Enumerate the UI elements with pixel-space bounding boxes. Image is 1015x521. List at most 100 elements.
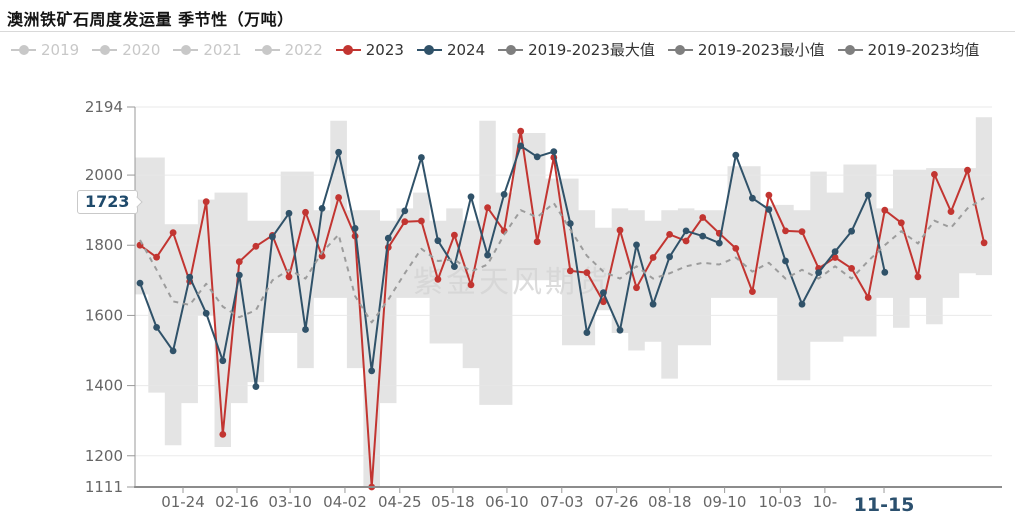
data-point-2023: [418, 217, 425, 225]
x-axis-label: 04-25: [378, 493, 422, 511]
legend-item-2024[interactable]: 2024: [416, 40, 486, 59]
legend-label: 2019: [41, 40, 80, 59]
legend-item-2019[interactable]: 2019: [11, 41, 79, 59]
y-axis-label: 2194: [85, 98, 123, 116]
data-point-2024: [219, 357, 227, 365]
legend-marker-icon: [11, 48, 36, 51]
data-point-2024: [715, 239, 723, 247]
data-point-2023: [848, 265, 855, 272]
data-point-2023: [980, 239, 988, 247]
data-point-2024: [848, 227, 855, 235]
legend-marker-icon: [837, 48, 863, 51]
data-point-2024: [815, 269, 822, 276]
data-point-2023: [252, 242, 260, 250]
legend-item-2019-2023最小值[interactable]: 2019-2023最小值: [667, 39, 825, 60]
data-point-2023: [931, 171, 938, 178]
data-point-2023: [484, 204, 491, 212]
legend-marker-icon: [416, 48, 442, 51]
data-point-2023: [302, 208, 309, 216]
chart-area: 紫金天风期货 2194 2000 1800 1600 1400 1200 1111 01-24 0…: [0, 70, 1015, 521]
x-axis-label: 07-26: [595, 493, 639, 511]
data-point-2024: [732, 151, 740, 159]
series-line-2023: [139, 130, 986, 488]
data-point-2023: [169, 229, 177, 237]
legend-marker-icon: [498, 48, 524, 51]
data-point-2024: [368, 367, 376, 375]
x-axis-label: 04-02: [323, 493, 367, 511]
y-axis-label: 1800: [85, 236, 123, 254]
data-point-2023: [153, 253, 161, 261]
x-axis-label: 03-10: [268, 493, 312, 511]
data-point-2024: [798, 300, 806, 308]
data-point-2023: [517, 127, 525, 135]
data-point-2023: [202, 198, 210, 206]
data-point-2024: [434, 237, 442, 245]
data-point-2023: [666, 231, 673, 238]
data-point-2023: [798, 228, 806, 236]
data-point-2023: [600, 298, 607, 306]
legend-item-2022[interactable]: 2022: [254, 41, 323, 59]
data-point-2024: [318, 205, 326, 212]
legend-item-2019-2023均值[interactable]: 2019-2023均值: [837, 39, 979, 60]
y-axis-label: 1400: [85, 377, 123, 395]
legend-item-2021[interactable]: 2021: [173, 41, 242, 59]
data-point-2024: [666, 253, 673, 261]
data-point-2023: [914, 273, 922, 281]
data-point-2023: [467, 281, 475, 289]
legend-marker-icon: [667, 48, 693, 51]
data-point-2023: [533, 238, 541, 246]
data-point-2024: [616, 326, 624, 334]
x-axis-label: 01-24: [161, 493, 205, 511]
data-point-2024: [765, 206, 773, 213]
legend-item-2020[interactable]: 2020: [92, 41, 160, 59]
data-point-2024: [169, 347, 177, 355]
data-point-2024: [467, 193, 475, 201]
data-point-2024: [235, 271, 243, 279]
data-point-2023: [749, 288, 756, 295]
legend-marker-icon: [254, 48, 280, 51]
x-axis-label: 02-16: [215, 493, 259, 511]
title-divider: [0, 31, 1015, 32]
data-point-2024: [153, 324, 161, 331]
data-point-2023: [219, 431, 227, 438]
data-point-2023: [964, 166, 971, 174]
data-point-2024: [202, 309, 210, 317]
legend-label: 2024: [446, 40, 486, 59]
x-axis-label: 05-18: [431, 493, 475, 511]
data-point-2023: [566, 267, 574, 275]
data-point-2024: [881, 268, 889, 276]
data-point-2024: [566, 220, 574, 227]
x-axis-label: 07-03: [540, 493, 584, 511]
legend-label: 2020: [122, 40, 161, 59]
y-axis-label: 1111: [85, 478, 123, 496]
legend-item-2023[interactable]: 2023: [335, 40, 404, 59]
legend-marker-icon: [92, 48, 118, 51]
data-point-2024: [831, 248, 839, 256]
data-point-2024: [451, 263, 458, 270]
data-point-2024: [682, 227, 690, 235]
y-axis-label: 1600: [85, 306, 123, 324]
data-point-2023: [451, 231, 458, 239]
x-axis-label: 06-10: [485, 493, 529, 511]
data-point-2023: [881, 206, 889, 214]
data-point-2023: [732, 245, 740, 252]
data-point-2023: [765, 191, 773, 199]
data-point-2023: [285, 273, 293, 281]
chart-title: 澳洲铁矿石周度发运量 季节性（万吨）: [7, 10, 294, 29]
legend-item-2019-2023最大值[interactable]: 2019-2023最大值: [498, 39, 655, 60]
legend-label: 2019-2023最大值: [528, 41, 655, 59]
y-axis-label: 1200: [85, 447, 123, 465]
legend-label: 2023: [365, 40, 404, 59]
data-point-2023: [401, 218, 409, 226]
data-point-2024: [517, 142, 525, 150]
data-point-2024: [533, 153, 541, 161]
data-point-2023: [699, 214, 707, 221]
data-point-2023: [335, 194, 342, 201]
data-point-2024: [285, 209, 293, 217]
legend-marker-icon: [173, 48, 199, 51]
legend: 2019 2020 2021 2022 2023 2024 2019-2023最大值 2019…: [11, 39, 1009, 60]
data-point-2024: [749, 194, 756, 202]
series-line-2019-2023均值: [139, 197, 985, 324]
data-point-2024: [649, 300, 657, 308]
